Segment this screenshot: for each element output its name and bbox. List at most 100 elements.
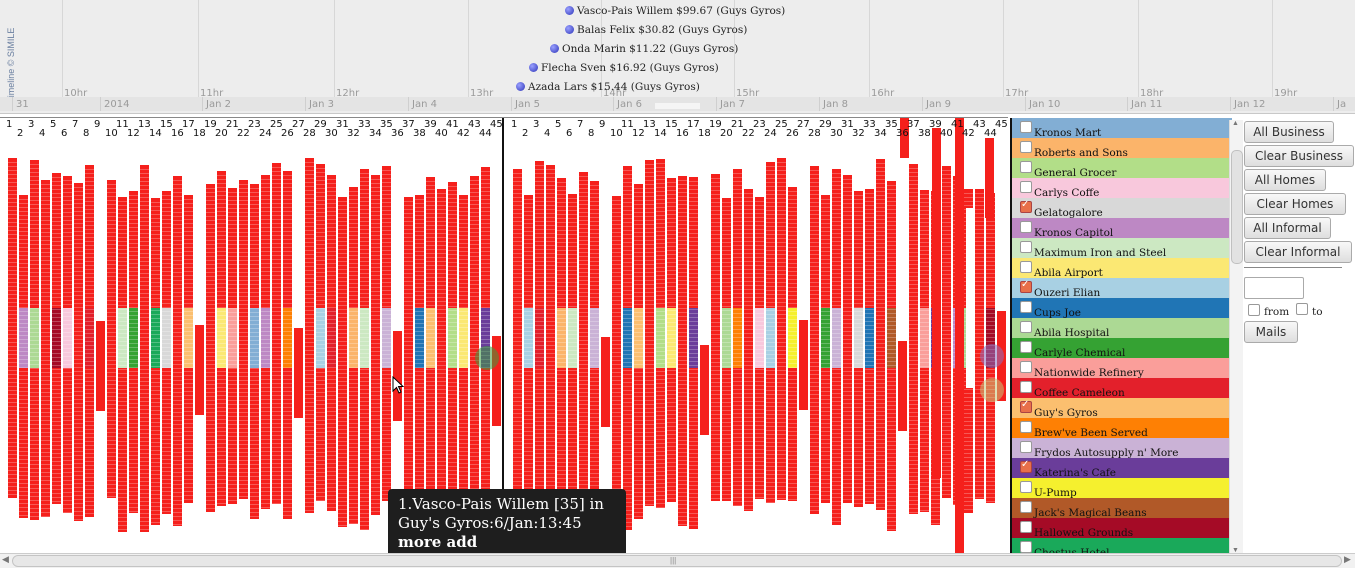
- cell-stripe: [513, 213, 522, 214]
- cell-stripe: [678, 232, 687, 233]
- timeline-event[interactable]: Flecha Sven $16.92 (Guys Gyros): [529, 62, 719, 74]
- cell-stripe: [426, 273, 435, 274]
- cell-stripe: [415, 331, 424, 332]
- cell-stripe: [590, 393, 599, 394]
- cell-stripe: [338, 509, 347, 510]
- cell-stripe: [85, 181, 94, 182]
- cell-stripe: [437, 289, 446, 290]
- cell-stripe: [448, 274, 457, 275]
- cell-stripe: [327, 295, 336, 296]
- cell-stripe: [85, 189, 94, 190]
- cell-stripe: [590, 437, 599, 438]
- cell-stripe: [74, 203, 83, 204]
- cell-stripe: [656, 215, 665, 216]
- cell-stripe: [41, 316, 50, 317]
- cell-stripe: [327, 391, 336, 392]
- cell-stripe: [129, 367, 138, 368]
- cell-stripe: [568, 206, 577, 207]
- cell-stripe: [184, 463, 193, 464]
- cell-stripe: [305, 206, 314, 207]
- cell-stripe: [590, 369, 599, 370]
- cell-stripe: [579, 176, 588, 177]
- cell-stripe: [272, 339, 281, 340]
- cell-stripe: [184, 443, 193, 444]
- cell-stripe: [415, 375, 424, 376]
- cell-stripe: [8, 414, 17, 415]
- cell-stripe: [85, 477, 94, 478]
- cell-stripe: [623, 506, 632, 507]
- cell-stripe: [349, 339, 358, 340]
- cell-stripe: [305, 182, 314, 183]
- cell-stripe: [360, 529, 369, 530]
- cell-stripe: [448, 294, 457, 295]
- cell-stripe: [151, 462, 160, 463]
- cell-stripe: [8, 302, 17, 303]
- cell-stripe: [162, 507, 171, 508]
- calendar-grid[interactable]: 1 2 3 4 5 6 7 8 9 10 11 12 13 14 15 16 17 18 19 20 21 22 23 24 2…: [0, 117, 1008, 555]
- cell-stripe: [524, 359, 533, 360]
- cell-stripe: [239, 184, 248, 185]
- cell-stripe: [272, 463, 281, 464]
- cell-stripe: [656, 255, 665, 256]
- cell-stripe: [30, 188, 39, 189]
- cell-stripe: [426, 277, 435, 278]
- cell-stripe: [140, 225, 149, 226]
- cell-stripe: [140, 217, 149, 218]
- cell-stripe: [524, 287, 533, 288]
- cell-stripe: [250, 404, 259, 405]
- cell-stripe: [689, 525, 698, 526]
- hour-label: 15hr: [736, 88, 760, 99]
- cell-stripe: [140, 313, 149, 314]
- cell-stripe: [568, 414, 577, 415]
- hour-label: 16hr: [871, 88, 895, 99]
- cell-stripe: [305, 214, 314, 215]
- cell-stripe: [623, 174, 632, 175]
- cell-stripe: [645, 436, 654, 437]
- cell-stripe: [513, 317, 522, 318]
- cell-stripe: [239, 216, 248, 217]
- cell-stripe: [173, 224, 182, 225]
- cell-stripe: [360, 509, 369, 510]
- cell-stripe: [711, 346, 720, 347]
- cell-stripe: [107, 488, 116, 489]
- cell-stripe: [349, 447, 358, 448]
- cell-stripe: [426, 485, 435, 486]
- timeline-panel[interactable]: Timeline © SIMILE 10hr 11hr 12hr 13hr 14hr 15…: [0, 0, 1355, 114]
- timeline-event[interactable]: Vasco-Pais Willem $99.67 (Guys Gyros): [565, 5, 785, 17]
- cell-stripe: [316, 300, 325, 301]
- cell-stripe: [656, 331, 665, 332]
- cell-stripe: [129, 499, 138, 500]
- cell-stripe: [107, 240, 116, 241]
- cell-stripe: [667, 498, 676, 499]
- cell-stripe: [415, 259, 424, 260]
- cell-stripe: [52, 501, 61, 502]
- cell-stripe: [645, 348, 654, 349]
- cell-stripe: [470, 200, 479, 201]
- cell-stripe: [470, 324, 479, 325]
- cell-stripe: [261, 351, 270, 352]
- cell-stripe: [228, 480, 237, 481]
- cell-stripe: [667, 206, 676, 207]
- cell-stripe: [371, 275, 380, 276]
- cell-stripe: [283, 419, 292, 420]
- cell-stripe: [426, 441, 435, 442]
- cell-stripe: [360, 249, 369, 250]
- cell-stripe: [623, 222, 632, 223]
- cell-stripe: [711, 338, 720, 339]
- cell-stripe: [481, 263, 490, 264]
- cell-stripe: [590, 205, 599, 206]
- cell-stripe: [74, 227, 83, 228]
- cell-stripe: [678, 336, 687, 337]
- cell-stripe: [667, 234, 676, 235]
- cell-stripe: [327, 451, 336, 452]
- timeline-event[interactable]: Balas Felix $30.82 (Guys Gyros): [565, 24, 747, 36]
- cell-stripe: [459, 271, 468, 272]
- cell-stripe: [415, 207, 424, 208]
- cell-stripe: [656, 271, 665, 272]
- timeline-event[interactable]: Azada Lars $15.44 (Guys Gyros): [516, 81, 700, 93]
- cell-stripe: [52, 273, 61, 274]
- timeline-event[interactable]: Onda Marin $11.22 (Guys Gyros): [550, 43, 738, 55]
- cell-stripe: [656, 443, 665, 444]
- cell-stripe: [371, 371, 380, 372]
- cell-stripe: [19, 339, 28, 340]
